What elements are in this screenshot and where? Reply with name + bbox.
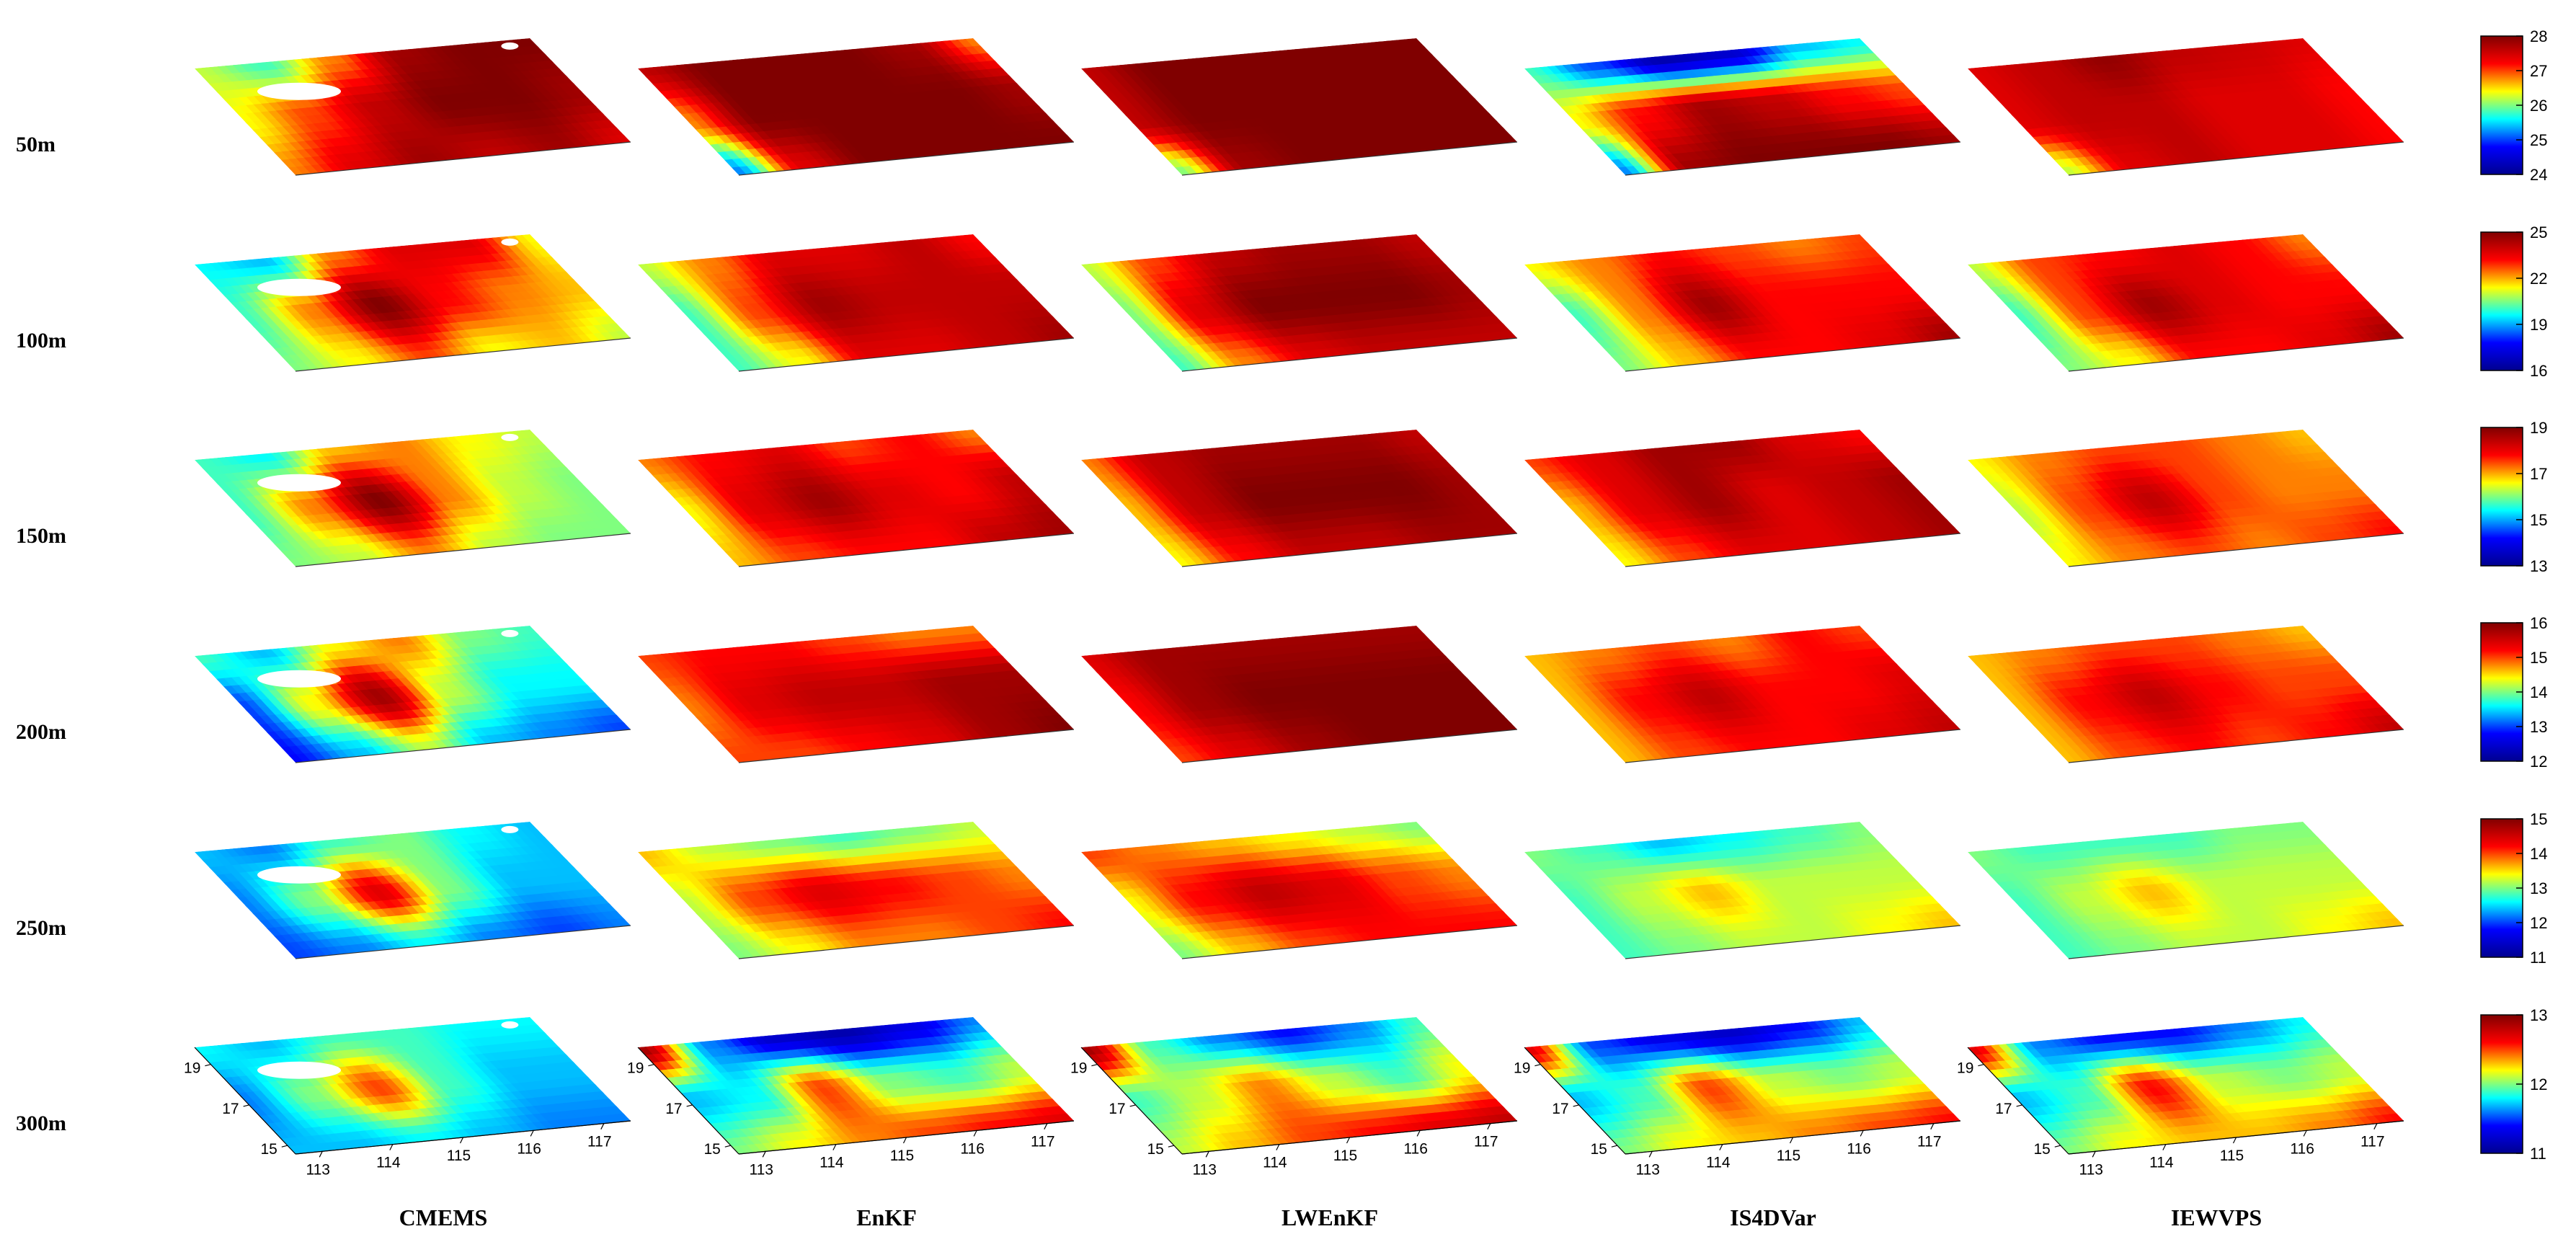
panel-edge	[295, 337, 631, 372]
panel-edge	[738, 337, 1075, 372]
panel-edge	[1181, 337, 1518, 372]
panel-edge	[1181, 141, 1518, 176]
land-mask	[501, 238, 519, 246]
land-mask	[501, 42, 519, 50]
panel-is4dvar-100m	[1524, 234, 1960, 371]
panel-enkf-100m	[638, 234, 1074, 371]
panel-edge	[2068, 141, 2404, 176]
panel-edge	[295, 141, 631, 176]
panel-lwenkf-100m	[1081, 234, 1517, 371]
panel-cmems-50m	[195, 38, 631, 175]
panel-is4dvar-50m	[1524, 38, 1960, 175]
panel-iewvps-50m	[1968, 38, 2404, 175]
panel-edge	[1625, 141, 1961, 176]
panel-edge	[738, 141, 1075, 176]
panel-cmems-100m	[195, 234, 631, 371]
panel-grid	[195, 38, 2404, 1155]
land-mask	[257, 82, 341, 100]
land-mask	[257, 278, 341, 296]
panel-enkf-50m	[638, 38, 1074, 175]
panel-lwenkf-50m	[1081, 38, 1517, 175]
